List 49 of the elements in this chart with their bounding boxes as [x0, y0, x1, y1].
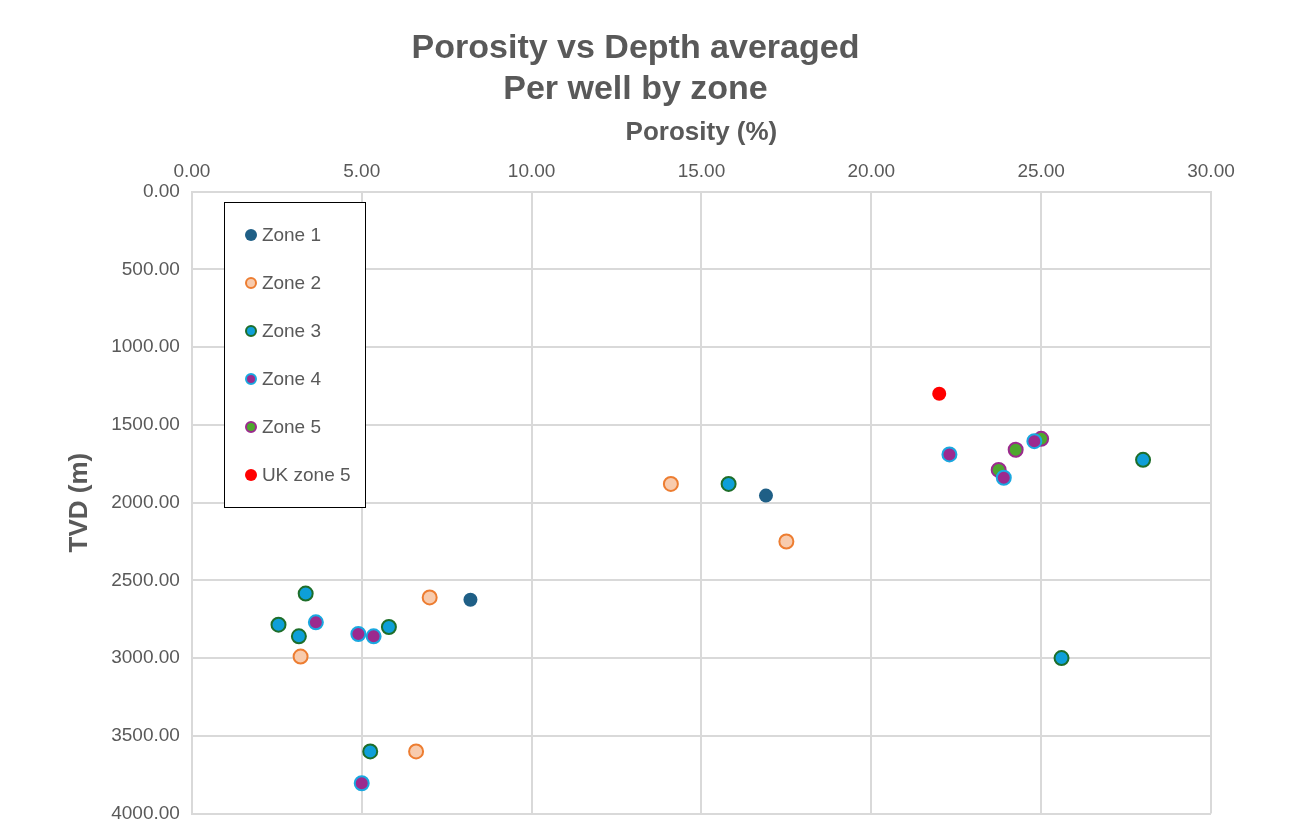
- point: [408, 743, 425, 760]
- x-tick-label: 15.00: [677, 160, 726, 182]
- y-axis-title: TVD (m): [62, 452, 93, 553]
- y-tick-label: 3000.00: [111, 646, 180, 668]
- legend-label: Zone 2: [261, 271, 322, 294]
- x-tick-label: 25.00: [1017, 160, 1065, 182]
- y-tick-label: 2500.00: [111, 568, 180, 590]
- point: [270, 616, 287, 633]
- x-tick-label: 20.00: [847, 160, 896, 182]
- legend-label: Zone 4: [261, 367, 322, 390]
- point: [353, 775, 370, 792]
- y-tick-label: 500.00: [121, 257, 180, 279]
- point: [995, 469, 1012, 486]
- point: [463, 592, 478, 607]
- point: [365, 628, 382, 645]
- point: [758, 488, 773, 503]
- x-tick-label: 30.00: [1187, 160, 1235, 182]
- point: [1026, 433, 1043, 450]
- point: [292, 648, 309, 665]
- point: [421, 589, 438, 606]
- y-tick-label: 4000.00: [111, 801, 180, 823]
- y-tick-label: 1500.00: [111, 413, 180, 435]
- point: [932, 386, 947, 401]
- point: [380, 619, 397, 635]
- y-tick-label: 2000.00: [111, 490, 180, 512]
- point: [362, 743, 379, 760]
- point: [662, 475, 679, 492]
- point: [778, 533, 795, 550]
- point: [941, 446, 958, 463]
- y-tick-label: 0.00: [142, 179, 180, 201]
- y-tick-label: 3500.00: [111, 724, 180, 746]
- legend-label: UK zone 5: [261, 463, 351, 486]
- x-tick-label: 10.00: [507, 160, 556, 182]
- legend-label: Zone 5: [261, 415, 322, 438]
- x-axis-title: Porosity (%): [625, 116, 778, 147]
- point: [1007, 441, 1024, 458]
- point: [1135, 451, 1152, 468]
- point: [1053, 650, 1070, 667]
- point: [720, 475, 737, 492]
- point: [350, 626, 367, 642]
- legend-label: Zone 3: [261, 319, 322, 342]
- point: [290, 628, 307, 645]
- x-tick-label: 0.00: [173, 160, 211, 182]
- x-tick-label: 5.00: [343, 160, 381, 182]
- chart-title: Porosity vs Depth averaged Per well by zone: [411, 26, 860, 106]
- y-tick-label: 1000.00: [111, 335, 180, 357]
- legend-label: Zone 1: [261, 223, 322, 246]
- point: [307, 614, 324, 631]
- point: [297, 585, 314, 602]
